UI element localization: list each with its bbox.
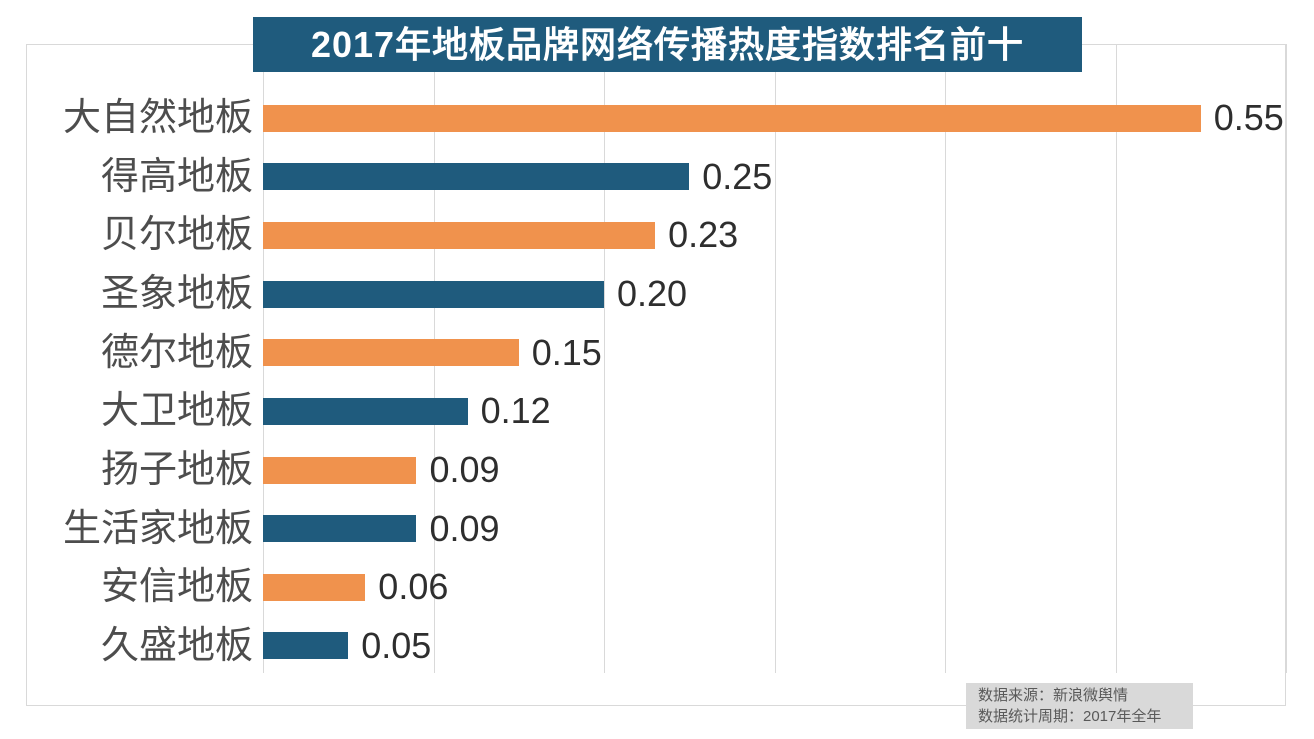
vertical-gridline	[1286, 44, 1287, 673]
category-label: 大卫地板	[100, 390, 253, 433]
bar	[263, 104, 1201, 132]
value-label: 0.15	[531, 331, 602, 373]
vertical-gridline	[1115, 44, 1117, 673]
bar	[263, 163, 690, 191]
category-label: 生活家地板	[62, 507, 253, 550]
period-line: 数据统计周期：2017年全年	[978, 708, 1162, 725]
category-label: 贝尔地板	[100, 214, 253, 257]
plot-frame	[26, 44, 1286, 706]
value-label: 0.12	[480, 390, 551, 432]
bar	[263, 397, 468, 425]
value-label: 0.06	[378, 566, 449, 608]
vertical-gridline	[774, 44, 776, 673]
bar	[263, 280, 604, 308]
category-label: 安信地板	[100, 566, 253, 609]
bar	[263, 339, 519, 367]
value-label: 0.55	[1213, 97, 1284, 139]
value-label: 0.20	[617, 273, 688, 315]
category-label: 德尔地板	[100, 331, 253, 374]
category-label: 久盛地板	[100, 624, 253, 667]
chart-title: 2017年地板品牌网络传播热度指数排名前十	[253, 17, 1082, 72]
category-label: 得高地板	[100, 155, 253, 198]
category-label: 扬子地板	[100, 449, 253, 492]
value-label: 0.05	[361, 624, 432, 666]
vertical-gridline	[945, 44, 946, 673]
value-label: 0.23	[668, 214, 739, 256]
bar	[263, 632, 349, 660]
value-label: 0.25	[702, 155, 773, 197]
vertical-gridline	[604, 44, 605, 673]
value-label: 0.09	[429, 507, 500, 549]
value-label: 0.09	[429, 449, 500, 491]
bar	[263, 573, 366, 601]
bar	[263, 456, 417, 484]
source-line: 数据来源：新浪微舆情	[978, 687, 1129, 704]
category-label: 圣象地板	[100, 273, 253, 316]
category-label: 大自然地板	[62, 97, 253, 140]
source-note: 数据来源：新浪微舆情 数据统计周期：2017年全年	[966, 683, 1193, 729]
bar	[263, 221, 656, 249]
bar	[263, 515, 417, 543]
